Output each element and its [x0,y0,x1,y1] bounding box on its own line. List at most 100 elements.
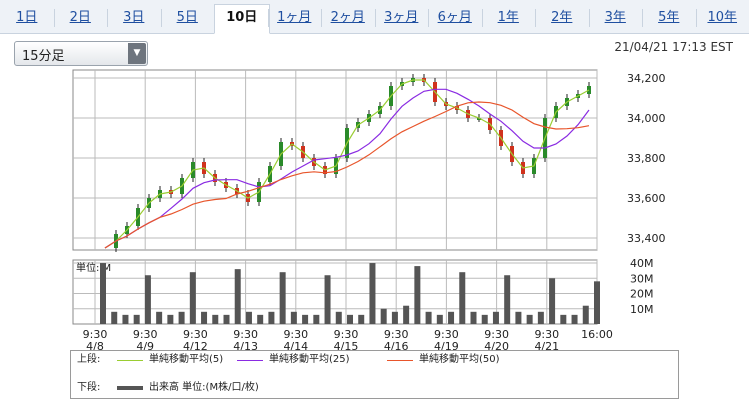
volume-bar [313,314,320,324]
volume-bar [178,311,185,324]
volume-bar [425,311,432,324]
volume-bar [290,311,297,324]
interval-select-value: 15分足 [22,49,65,64]
x-tick-date: 4/20 [484,340,509,353]
ma25-line [104,88,590,249]
tab-12[interactable]: 5年 [658,10,680,25]
tab-separator [214,9,215,27]
volume-bar [358,314,365,324]
interval-select[interactable]: 15分足 ▼ [14,41,148,66]
tab-9[interactable]: 1年 [497,10,519,25]
ma5-line [104,79,590,249]
x-tick-time: 9:30 [233,328,258,341]
volume-bar [122,314,129,324]
volume-bar [234,269,241,324]
volume-bar [268,311,275,324]
x-tick-date: 4/14 [283,340,308,353]
legend-ma50-label: 単純移動平均(50) [419,354,500,365]
legend-upper-label: 上段: [77,354,101,365]
x-tick-date: 4/12 [183,340,208,353]
volume-bar [156,311,163,324]
volume-bar [526,314,533,324]
volume-bar [324,275,331,324]
volume-bar [212,314,219,324]
tab-separator [535,9,536,27]
tab-3[interactable]: 5日 [176,10,198,25]
x-tick-time: 9:30 [384,328,409,341]
y-tick-label: 33,400 [627,232,666,245]
tab-separator [321,9,322,27]
volume-bar [459,272,466,324]
volume-bar [436,314,443,324]
legend-lower-label: 下段: [77,382,101,393]
candle [477,118,481,120]
tab-5[interactable]: 1ヶ月 [277,10,312,25]
volume-tick-label: 20M [630,288,654,301]
tab-10[interactable]: 2年 [551,10,573,25]
x-tick-date: 4/15 [334,340,359,353]
tab-1[interactable]: 2日 [69,10,91,25]
tab-4[interactable]: 10日 [214,4,270,34]
chevron-down-icon: ▼ [128,43,146,64]
volume-bar [448,311,455,324]
volume-bar [492,311,499,324]
tab-separator [53,9,55,27]
tab-2[interactable]: 3日 [123,10,145,25]
x-tick-date: 4/16 [384,340,409,353]
volume-bar [515,311,522,324]
tab-6[interactable]: 2ヶ月 [330,10,365,25]
volume-bar [257,314,264,324]
x-tick-time: 9:30 [133,328,158,341]
volume-bar [481,314,488,324]
x-tick-time: 9:30 [534,328,559,341]
volume-bar [369,263,376,324]
legend-ma5-swatch [117,360,143,361]
volume-bar [279,272,286,324]
volume-bar [302,314,309,324]
volume-tick-label: 40M [630,257,654,270]
tab-8[interactable]: 6ヶ月 [437,10,472,25]
volume-bar [111,311,118,324]
timestamp: 21/04/21 17:13 EST [614,40,733,54]
volume-bar [504,275,511,324]
y-tick-label: 34,000 [627,112,666,125]
period-tabs: 1日 2日 3日 5日 10日 1ヶ月 2ヶ月 3ヶ月 6ヶ月 1年 2年 3年 5年 10年 [0,0,749,34]
volume-bar [537,311,544,324]
x-tick-date: 4/9 [136,340,154,353]
volume-bar [403,305,410,324]
tab-13[interactable]: 10年 [707,10,738,25]
volume-bar [571,314,578,324]
volume-bar [245,311,252,324]
legend-ma5-label: 単純移動平均(5) [149,354,224,365]
y-tick-label: 33,800 [627,152,666,165]
volume-bar [201,311,208,324]
volume-bar [189,272,196,324]
tab-11[interactable]: 3年 [604,10,626,25]
x-tick-time: 9:30 [434,328,459,341]
tab-separator [695,9,697,27]
volume-bar [167,314,174,324]
volume-bar [100,263,106,324]
x-tick-time: 9:30 [283,328,308,341]
tab-separator [642,9,643,27]
chart-legend: 上段: 単純移動平均(5) 単純移動平均(25) 単純移動平均(50) 下段: … [70,350,679,399]
y-tick-label: 34,200 [627,72,666,85]
legend-ma25-label: 単純移動平均(25) [269,354,350,365]
volume-bar [391,311,398,324]
ma50-line [104,101,590,249]
x-tick-time: 9:30 [484,328,509,341]
tab-separator [481,9,483,27]
tab-separator [428,9,429,27]
legend-volume-swatch [117,386,143,390]
x-tick-time: 9:30 [83,328,108,341]
volume-bar [335,311,342,324]
x-tick-time: 16:00 [581,328,613,341]
y-tick-label: 33,600 [627,192,666,205]
volume-bar [560,314,567,324]
tab-separator [374,9,376,27]
tab-separator [160,9,162,27]
volume-bar [582,305,589,324]
volume-bar [133,314,140,324]
tab-7[interactable]: 3ヶ月 [384,10,419,25]
tab-0[interactable]: 1日 [16,10,38,25]
